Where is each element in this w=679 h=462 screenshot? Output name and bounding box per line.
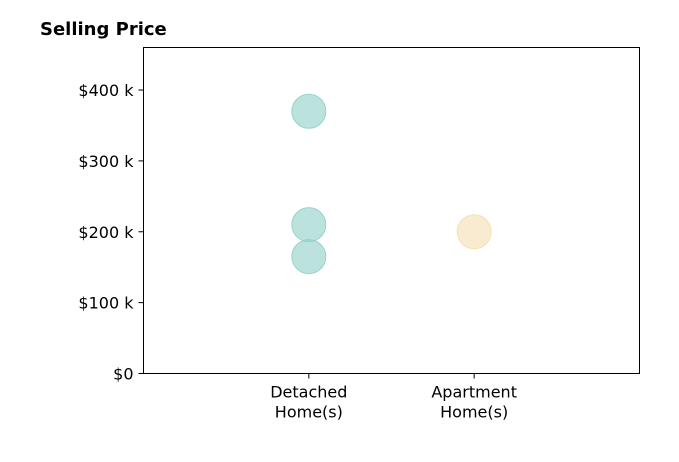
y-tick-label-1: $100 k [78, 294, 134, 313]
y-tick-label-0: $0 [113, 365, 133, 384]
data-point-0 [291, 93, 327, 129]
y-tick-label-4: $400 k [78, 81, 134, 100]
chart-title: Selling Price [40, 19, 167, 40]
x-tick-label-0-line-0: Detached [270, 383, 347, 402]
data-point-2 [291, 239, 327, 275]
plot-frame [143, 47, 640, 374]
x-tick-label-0-line-1: Home(s) [275, 403, 343, 422]
y-tick-label-3: $300 k [78, 152, 134, 171]
data-point-3 [456, 214, 492, 250]
x-tick-label-1-line-1: Home(s) [440, 403, 508, 422]
y-tick-label-2: $200 k [78, 223, 134, 242]
data-point-1 [291, 207, 327, 243]
x-tick-label-1-line-0: Apartment [431, 383, 517, 402]
points-layer [291, 93, 492, 275]
y-axis: $0 $100 k $200 k $300 k $400 k [78, 81, 144, 384]
